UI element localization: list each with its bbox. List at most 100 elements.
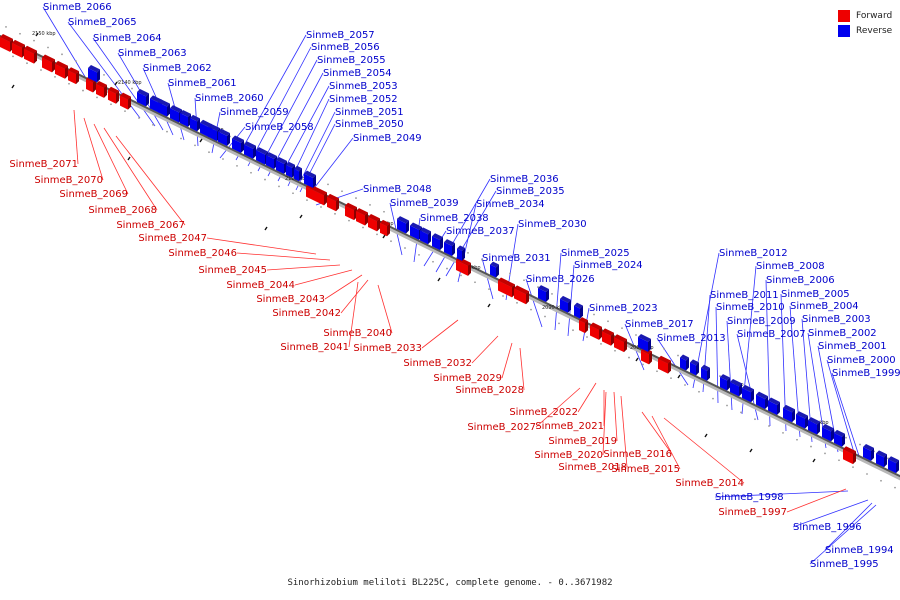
track-dot xyxy=(369,204,371,206)
gene-label: SinmeB_2009 xyxy=(727,316,796,327)
forward-gene-block xyxy=(306,184,327,206)
track-dot xyxy=(124,110,126,112)
track-dot xyxy=(859,444,861,446)
gene-label: SinmeB_2005 xyxy=(781,289,850,300)
gene-label: SinmeB_2064 xyxy=(93,33,162,44)
track-dot xyxy=(586,336,588,338)
feature-mark xyxy=(200,139,202,142)
reverse-gene-block xyxy=(701,365,710,381)
track-dot xyxy=(677,355,679,357)
gene-label: SinmeB_2042 xyxy=(272,308,341,319)
track-dot xyxy=(75,60,77,62)
track-dot xyxy=(607,320,609,322)
track-dot xyxy=(670,377,672,379)
track-dot xyxy=(740,411,742,413)
legend-forward-swatch xyxy=(838,10,850,22)
forward-gene-block xyxy=(356,208,368,225)
track-dot xyxy=(194,144,196,146)
legend-reverse-swatch xyxy=(838,25,850,37)
feature-mark xyxy=(265,227,267,230)
gene-label: SinmeB_2058 xyxy=(245,122,314,133)
gene-label: SinmeB_2063 xyxy=(118,48,187,59)
track-dot xyxy=(61,53,63,55)
gene-label: SinmeB_2048 xyxy=(363,184,432,195)
gene-label: SinmeB_1994 xyxy=(825,545,894,556)
gene-label: SinmeB_2014 xyxy=(675,478,744,489)
gene-label: SinmeB_2071 xyxy=(9,159,78,170)
track-dot xyxy=(614,350,616,352)
gene-label: SinmeB_2004 xyxy=(790,301,859,312)
track-dot xyxy=(292,192,294,194)
feature-mark xyxy=(813,459,815,462)
track-dot xyxy=(502,295,504,297)
track-dot xyxy=(40,69,42,71)
track-dot xyxy=(530,309,532,311)
gene-label: SinmeB_2057 xyxy=(306,30,375,41)
track-dot xyxy=(278,186,280,188)
feature-mark xyxy=(750,449,752,452)
gene-label: SinmeB_2046 xyxy=(168,248,237,259)
leader-line xyxy=(267,265,340,270)
genome-map: 2150 kbp2140 kbp2130 kbp2120 kbp2110 kbp… xyxy=(0,0,900,600)
track-dot xyxy=(684,384,686,386)
forward-gene-block xyxy=(658,356,671,374)
gene-label: SinmeB_2043 xyxy=(256,294,325,305)
track-dot xyxy=(362,227,364,229)
gene-label: SinmeB_2026 xyxy=(526,274,595,285)
leader-line xyxy=(237,253,330,260)
forward-gene-block xyxy=(68,67,79,84)
legend: Forward Reverse xyxy=(838,8,892,38)
gene-label: SinmeB_2002 xyxy=(808,328,877,339)
feature-mark xyxy=(383,235,385,238)
track-dot xyxy=(894,487,896,489)
gene-label: SinmeB_2040 xyxy=(323,328,392,339)
leader-line xyxy=(74,110,78,164)
gene-label: SinmeB_2025 xyxy=(561,248,630,259)
track-dot xyxy=(236,165,238,167)
forward-gene-block xyxy=(96,81,107,98)
track-dot xyxy=(180,138,182,140)
forward-gene-block xyxy=(327,194,339,211)
forward-gene-block xyxy=(24,46,37,64)
track-dot xyxy=(656,370,658,372)
forward-gene-block xyxy=(590,323,602,340)
track-dot xyxy=(782,432,784,434)
gene-label: SinmeB_2047 xyxy=(138,233,207,244)
track-dot xyxy=(432,261,434,263)
track-dot xyxy=(845,437,847,439)
gene-label: SinmeB_2006 xyxy=(766,275,835,286)
track-dot xyxy=(264,179,266,181)
gene-label: SinmeB_2024 xyxy=(574,260,643,271)
track-dot xyxy=(166,131,168,133)
track-dot xyxy=(376,233,378,235)
track-dot xyxy=(768,425,770,427)
track-dot xyxy=(68,83,70,85)
gene-label: SinmeB_2003 xyxy=(802,314,871,325)
gene-label: SinmeB_2044 xyxy=(226,280,295,291)
gene-label: SinmeB_2019 xyxy=(548,436,617,447)
leader-line xyxy=(555,253,561,330)
track-dot xyxy=(222,158,224,160)
legend-reverse: Reverse xyxy=(838,23,892,38)
reverse-gene-block xyxy=(286,162,295,178)
leader-line xyxy=(520,348,524,390)
track-dot xyxy=(138,117,140,119)
track-dot xyxy=(208,151,210,153)
track-dot xyxy=(460,275,462,277)
track-dot xyxy=(866,473,868,475)
gene-label: SinmeB_2039 xyxy=(390,198,459,209)
gene-label: SinmeB_2054 xyxy=(323,68,392,79)
track-dot xyxy=(47,47,49,49)
gene-label: SinmeB_2050 xyxy=(335,119,404,130)
track-dot xyxy=(341,190,343,192)
gene-label: SinmeB_2049 xyxy=(353,133,422,144)
forward-gene-block xyxy=(602,328,614,345)
track-dot xyxy=(726,405,728,407)
reverse-gene-block xyxy=(574,303,583,319)
gene-label: SinmeB_2015 xyxy=(611,464,680,475)
track-dot xyxy=(642,364,644,366)
gene-label: SinmeB_2031 xyxy=(482,253,551,264)
gene-label: SinmeB_2022 xyxy=(509,407,578,418)
track-dot xyxy=(572,329,574,331)
track-dot xyxy=(509,272,511,274)
